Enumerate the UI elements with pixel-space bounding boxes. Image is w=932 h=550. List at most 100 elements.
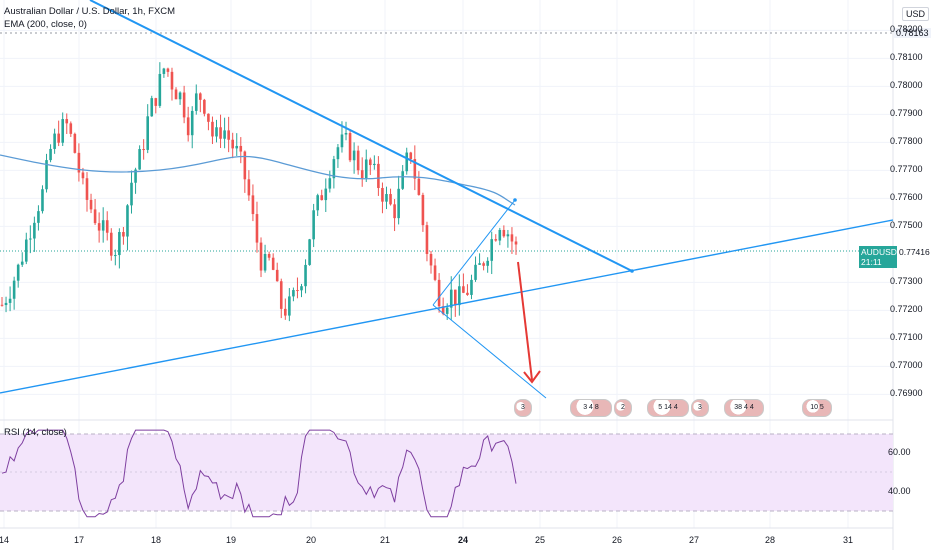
event-marker[interactable]: 10 5: [802, 399, 832, 417]
candle: [130, 182, 133, 206]
candle: [178, 92, 182, 100]
candle: [154, 98, 158, 106]
candle: [97, 223, 101, 231]
candle: [267, 253, 271, 258]
candle: [105, 220, 109, 233]
rsi-tick-40: 40.00: [888, 486, 911, 496]
ema-price-flag: 0.78163: [894, 28, 931, 38]
candle: [271, 257, 275, 270]
candle: [360, 170, 364, 179]
wedge-handle[interactable]: [513, 198, 517, 202]
candle: [344, 133, 348, 135]
candle: [259, 242, 263, 271]
candle: [466, 292, 469, 295]
candle: [316, 195, 319, 211]
candle: [190, 110, 194, 136]
date-tick: 21: [379, 535, 391, 545]
candle: [462, 286, 465, 293]
candle: [41, 189, 44, 212]
candle: [126, 205, 129, 237]
candle: [332, 159, 336, 179]
candle: [194, 93, 198, 111]
candle: [453, 289, 457, 306]
candle: [429, 253, 433, 266]
wedge-lower-line[interactable]: [432, 304, 547, 399]
trendline-handle[interactable]: [630, 269, 634, 273]
candle: [81, 172, 85, 179]
price-tick: 0.76900: [890, 388, 923, 399]
event-marker[interactable]: 2: [614, 399, 632, 417]
candle: [397, 188, 400, 219]
candle: [292, 290, 295, 297]
candle: [138, 149, 141, 170]
candle: [506, 234, 510, 237]
candle: [235, 145, 239, 149]
candle: [122, 232, 125, 237]
candle: [255, 214, 259, 243]
candle: [89, 199, 93, 210]
rsi-legend[interactable]: RSI (14, close): [4, 427, 67, 438]
candle: [490, 239, 494, 261]
candle: [53, 133, 56, 149]
candle: [182, 92, 186, 118]
candle: [275, 269, 279, 282]
event-marker[interactable]: 5 14 4: [647, 399, 689, 417]
candle: [413, 159, 417, 179]
ema-200-line: [0, 154, 516, 206]
candle: [502, 229, 506, 237]
candle: [142, 149, 145, 151]
date-tick: 19: [225, 535, 237, 545]
candle: [199, 93, 202, 100]
event-marker[interactable]: 38 4 4: [724, 399, 764, 417]
candle: [389, 194, 392, 205]
candle: [324, 188, 328, 201]
last-price-value: 0.77416: [899, 247, 930, 257]
candle: [174, 89, 178, 100]
candle: [482, 263, 485, 266]
candle: [243, 151, 247, 180]
candle: [231, 139, 234, 149]
currency-label[interactable]: USD: [901, 7, 929, 21]
candle: [146, 116, 150, 150]
candle: [170, 71, 174, 90]
last-price-badge: AUDUSD 21:11 0.77416: [859, 246, 930, 268]
price-tick: 0.77900: [890, 108, 923, 119]
candle: [385, 194, 388, 202]
ascending-trendline[interactable]: [0, 219, 894, 394]
descending-trendline[interactable]: [89, 0, 633, 272]
rsi-line: [1, 429, 517, 518]
candle: [279, 281, 283, 309]
candle: [166, 68, 170, 72]
event-marker[interactable]: 3: [691, 399, 709, 417]
price-tick: 0.78200: [890, 24, 923, 35]
event-marker[interactable]: 3 4 8: [570, 399, 612, 417]
candle: [417, 178, 421, 195]
candle: [288, 296, 291, 316]
candle: [101, 220, 105, 231]
candle: [300, 286, 303, 291]
candle: [348, 133, 352, 161]
candle: [118, 232, 121, 256]
candle: [109, 232, 113, 256]
down-arrow-annotation[interactable]: [517, 261, 541, 384]
event-marker[interactable]: 3: [514, 399, 532, 417]
candle: [247, 179, 251, 196]
candle: [401, 171, 404, 189]
candle: [85, 178, 89, 200]
candle: [65, 119, 69, 124]
candle: [12, 280, 16, 299]
candle: [421, 194, 425, 226]
candle: [20, 261, 24, 265]
candle: [474, 264, 477, 280]
candle: [445, 307, 449, 314]
candle: [393, 204, 396, 219]
date-tick: 26: [611, 535, 623, 545]
candle: [186, 117, 190, 136]
candle: [223, 130, 226, 139]
ema-legend[interactable]: EMA (200, close, 0): [4, 19, 87, 30]
candle: [211, 121, 214, 137]
wedge-upper-line[interactable]: [432, 199, 516, 306]
candle: [510, 234, 514, 242]
candle: [377, 163, 380, 188]
